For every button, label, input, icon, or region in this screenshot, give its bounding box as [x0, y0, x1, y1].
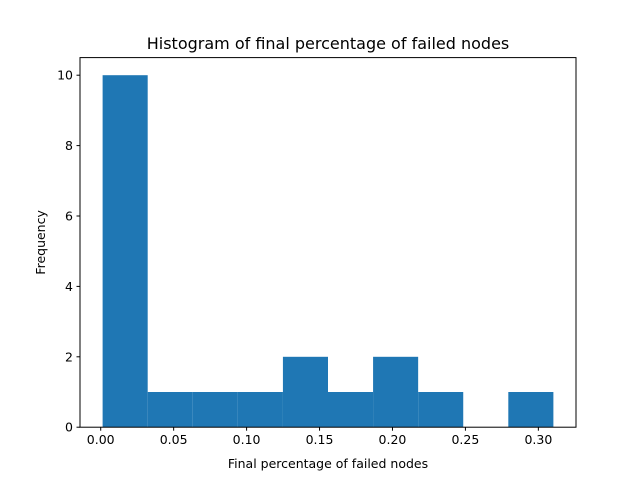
plot-frame — [79, 57, 577, 428]
x-axis-label: Final percentage of failed nodes — [228, 456, 428, 471]
y-axis-ticks: 0 2 4 6 8 10 — [57, 68, 80, 435]
histogram-bar — [328, 392, 374, 428]
x-tick-label: 0.00 — [87, 432, 115, 447]
histogram-bar — [373, 356, 419, 428]
y-tick-label: 8 — [65, 138, 73, 153]
y-tick-label: 10 — [57, 68, 73, 83]
histogram-bar — [508, 392, 554, 428]
y-tick-label: 0 — [65, 420, 73, 435]
histogram-bar — [147, 392, 193, 428]
bars-group — [102, 75, 554, 428]
histogram-bar — [237, 392, 283, 428]
histogram-bar — [102, 75, 148, 428]
x-tick-label: 0.30 — [524, 432, 552, 447]
y-tick-label: 4 — [65, 279, 73, 294]
histogram-bar — [282, 356, 328, 428]
y-axis-label: Frequency — [33, 210, 48, 275]
y-tick-label: 2 — [65, 349, 73, 364]
chart-title: Histogram of final percentage of failed … — [147, 34, 510, 53]
x-tick-label: 0.20 — [379, 432, 407, 447]
x-tick-label: 0.15 — [306, 432, 334, 447]
x-tick-label: 0.25 — [451, 432, 479, 447]
x-axis-ticks: 0.00 0.05 0.10 0.15 0.20 0.25 0.30 — [87, 427, 552, 447]
histogram-bar — [418, 392, 464, 428]
histogram-bar — [192, 392, 238, 428]
y-tick-label: 6 — [65, 209, 73, 224]
x-tick-label: 0.10 — [233, 432, 261, 447]
x-tick-label: 0.05 — [160, 432, 188, 447]
